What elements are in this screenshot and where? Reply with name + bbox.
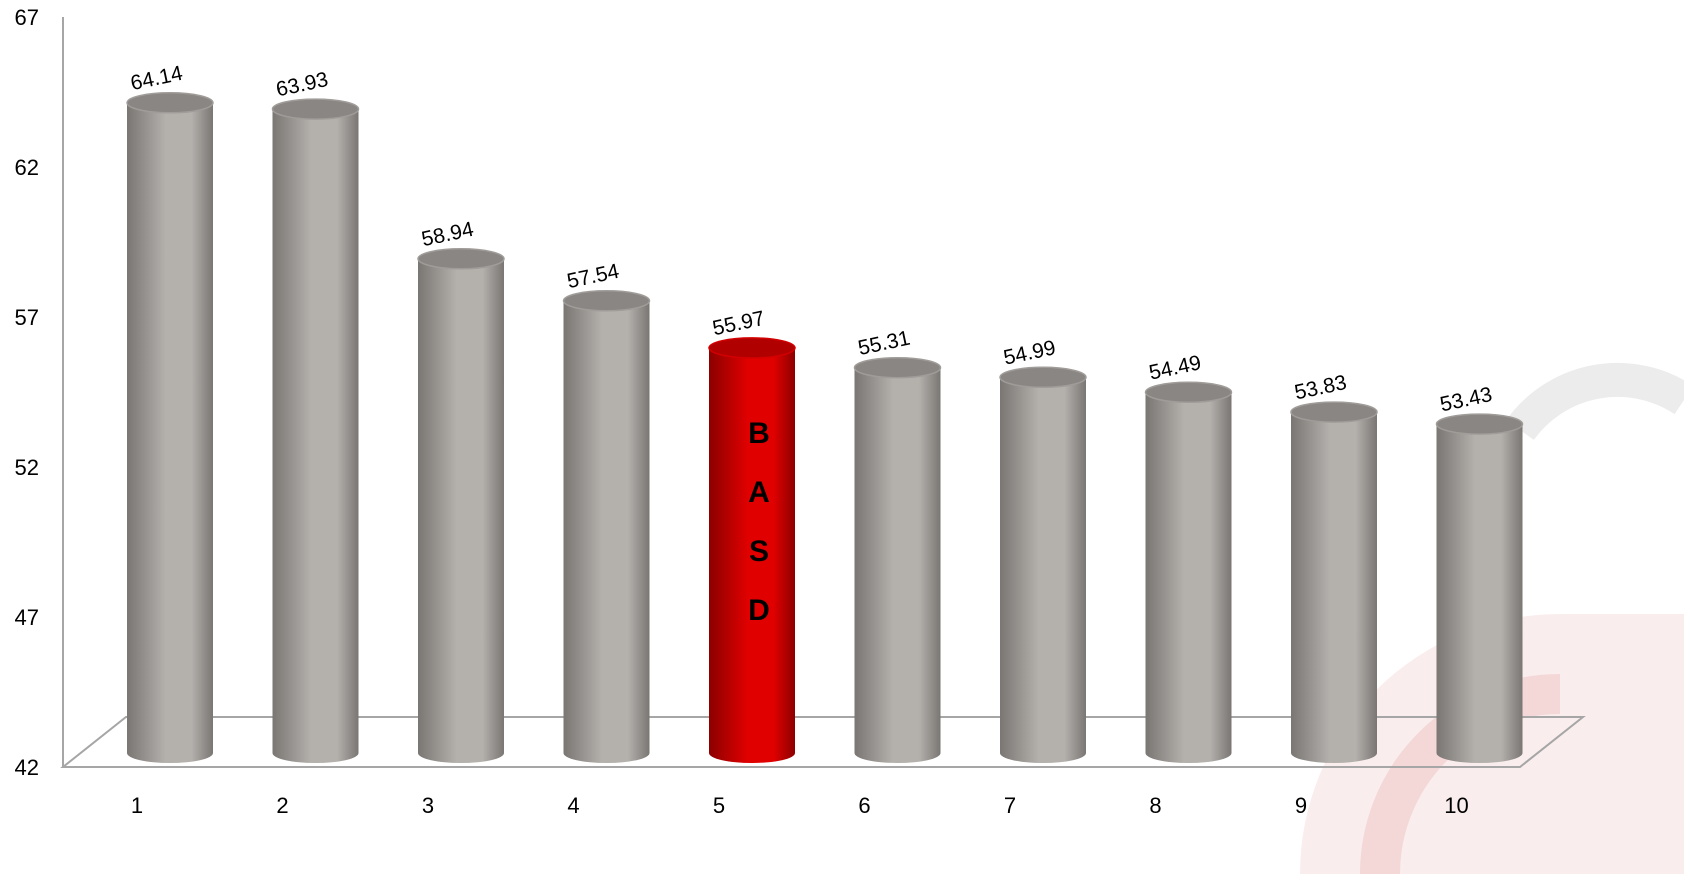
bar-value-label: 54.49 bbox=[1147, 351, 1203, 384]
bar bbox=[1290, 401, 1378, 763]
bar bbox=[1435, 413, 1524, 763]
bar-highlight bbox=[708, 337, 796, 763]
y-tick-label: 42 bbox=[15, 755, 39, 780]
chart-floor bbox=[60, 716, 1586, 768]
bar-top bbox=[708, 337, 796, 359]
x-tick-label: 6 bbox=[858, 793, 870, 818]
bar bbox=[999, 366, 1087, 763]
x-tick-label: 1 bbox=[131, 793, 143, 818]
bar bbox=[271, 98, 360, 764]
chart-bars bbox=[126, 92, 1524, 764]
watermark-gear-arc bbox=[1506, 362, 1684, 441]
x-tick-label: 2 bbox=[276, 793, 288, 818]
x-tick-label: 5 bbox=[713, 793, 725, 818]
bar-top bbox=[562, 290, 651, 312]
bar-value-label: 58.94 bbox=[420, 218, 476, 251]
x-tick-label: 4 bbox=[567, 793, 579, 818]
bar-body bbox=[418, 258, 504, 763]
x-tick-label: 9 bbox=[1295, 793, 1307, 818]
bar bbox=[853, 356, 942, 763]
bar-value-label: 54.99 bbox=[1002, 336, 1058, 369]
x-tick-label: 8 bbox=[1149, 793, 1161, 818]
bar-value-label: 55.97 bbox=[711, 307, 767, 340]
bar-top bbox=[1435, 413, 1524, 435]
y-tick-label: 57 bbox=[15, 305, 39, 330]
x-tick-label: 10 bbox=[1444, 793, 1468, 818]
bar-top bbox=[1290, 401, 1378, 423]
highlight-letter: A bbox=[748, 476, 770, 509]
bar-body bbox=[854, 367, 941, 763]
chart-axes bbox=[60, 17, 1586, 768]
highlight-letter: D bbox=[748, 594, 770, 627]
bar bbox=[1144, 381, 1233, 763]
bar-value-label: 63.93 bbox=[274, 68, 330, 101]
bar bbox=[562, 290, 651, 763]
bar-body bbox=[272, 109, 359, 764]
bar-value-label: 53.83 bbox=[1293, 371, 1349, 404]
bar-body bbox=[1000, 377, 1086, 763]
bar-body bbox=[127, 102, 213, 764]
bar-body bbox=[1291, 412, 1377, 763]
y-tick-label: 67 bbox=[15, 5, 39, 30]
y-tick-label: 62 bbox=[15, 155, 39, 180]
bar-body bbox=[563, 300, 650, 763]
bar bbox=[126, 92, 214, 764]
x-tick-label: 7 bbox=[1004, 793, 1016, 818]
bar-top bbox=[271, 98, 360, 120]
bar-top bbox=[417, 248, 505, 270]
bar-body bbox=[1145, 392, 1232, 763]
bar-top bbox=[853, 356, 942, 379]
bar-value-label: 57.54 bbox=[565, 260, 621, 293]
y-tick-label: 52 bbox=[15, 455, 39, 480]
highlight-letter: S bbox=[749, 535, 769, 568]
bar-value-label: 55.31 bbox=[856, 327, 912, 360]
bar-top bbox=[1144, 381, 1233, 404]
bar-top bbox=[126, 92, 214, 114]
bar-value-label: 64.14 bbox=[129, 62, 185, 95]
highlight-letter: B bbox=[748, 417, 770, 450]
x-tick-label: 3 bbox=[422, 793, 434, 818]
bar-body bbox=[709, 347, 795, 763]
bar-value-label: 53.43 bbox=[1438, 383, 1494, 416]
y-tick-label: 47 bbox=[15, 605, 39, 630]
bar bbox=[417, 248, 505, 763]
bar-body bbox=[1436, 424, 1523, 763]
bar-top bbox=[999, 366, 1087, 389]
